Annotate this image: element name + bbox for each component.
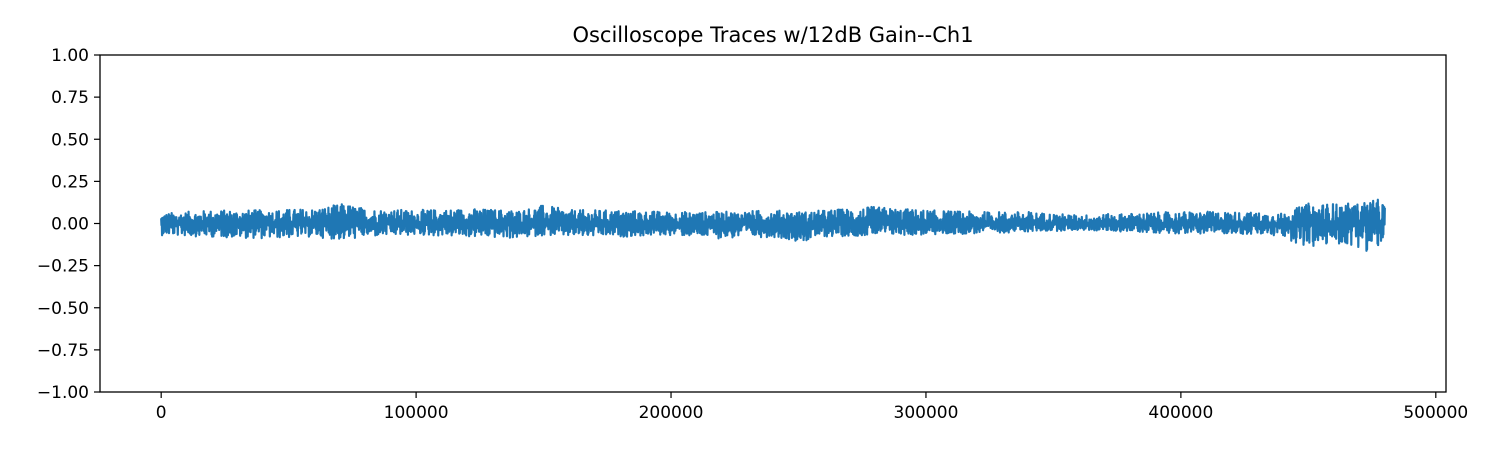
y-tick-label: 0.50 xyxy=(51,130,89,150)
x-tick-label: 400000 xyxy=(1148,403,1213,423)
y-axis-ticks: 1.00 0.75 0.50 0.25 0.00 −0.25 −0.50 −0.75 −1.00 xyxy=(37,46,100,403)
y-tick-label: 1.00 xyxy=(51,46,89,66)
y-tick-label: 0.00 xyxy=(51,215,89,235)
x-tick-label: 200000 xyxy=(639,403,704,423)
y-tick-label: −0.75 xyxy=(37,341,89,361)
x-tick-label: 500000 xyxy=(1403,403,1468,423)
y-tick-label: −1.00 xyxy=(37,383,89,403)
y-tick-label: 0.75 xyxy=(51,88,89,108)
x-tick-label: 100000 xyxy=(384,403,449,423)
x-tick-label: 0 xyxy=(156,403,167,423)
x-axis-ticks: 0 100000 200000 300000 400000 500000 xyxy=(156,392,1468,423)
y-tick-label: 0.25 xyxy=(51,172,89,192)
x-tick-label: 300000 xyxy=(894,403,959,423)
y-tick-label: −0.50 xyxy=(37,299,89,319)
chart-title: Oscilloscope Traces w/12dB Gain--Ch1 xyxy=(572,23,973,47)
trace-layer xyxy=(160,198,1386,252)
y-tick-label: −0.25 xyxy=(37,257,89,277)
signal-trace xyxy=(160,198,1386,252)
